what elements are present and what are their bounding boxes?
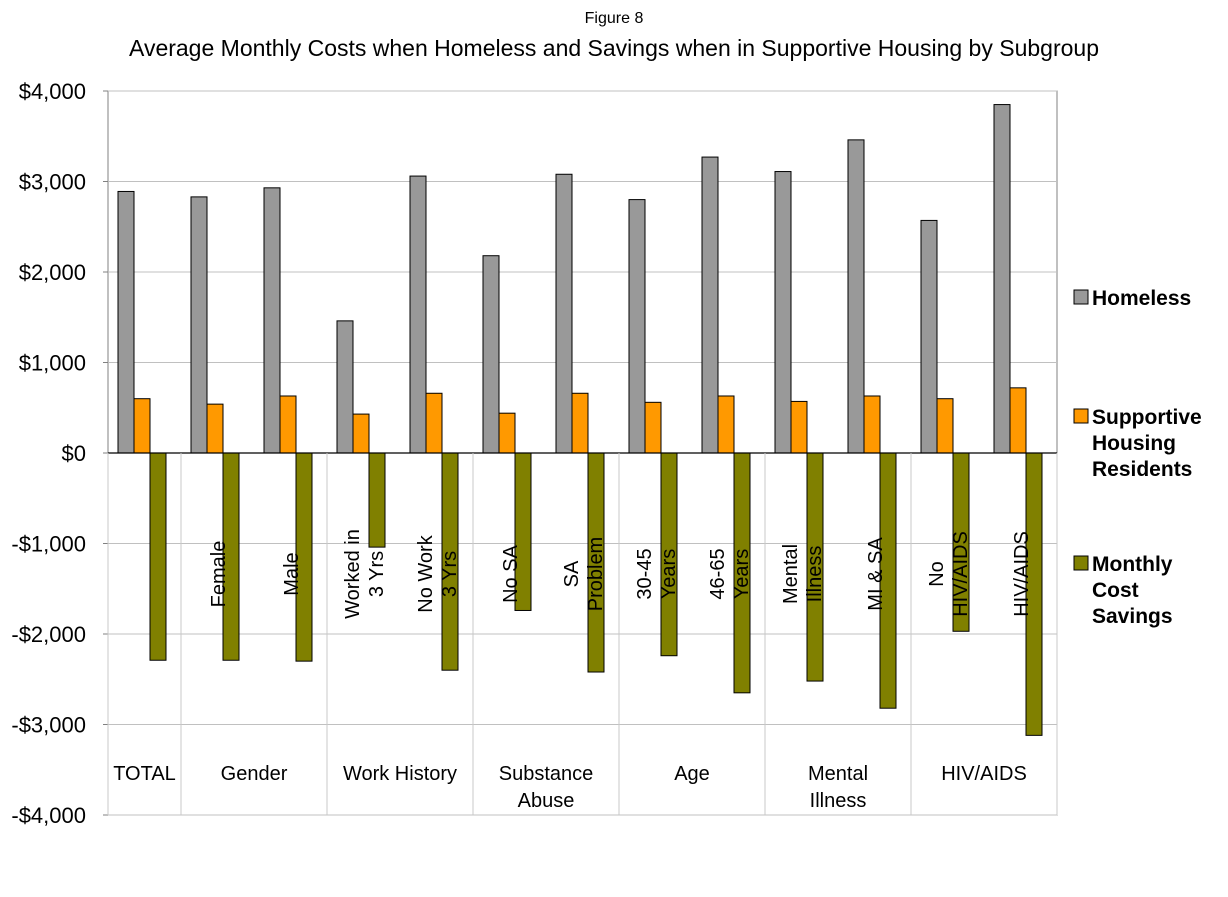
y-tick-label: $2,000 (19, 260, 86, 285)
legend-label: Cost (1092, 579, 1139, 602)
bar (190, 196, 208, 454)
y-tick-label: -$2,000 (11, 622, 86, 647)
legend: Homeless Supportive Housing Residents Monthl… (1073, 287, 1202, 628)
category-label: Male (281, 552, 303, 595)
category-label: MI & SA (865, 537, 887, 611)
bar (628, 199, 646, 454)
legend-label: Residents (1092, 458, 1192, 481)
bar (117, 190, 135, 454)
category-label: 3 Yrs (366, 551, 388, 597)
category-label: Years (731, 549, 753, 599)
group-label: Gender (221, 763, 288, 785)
bar (336, 320, 354, 454)
legend-label: Savings (1092, 605, 1173, 628)
bar (409, 175, 427, 454)
bar (790, 400, 808, 454)
legend-label: Supportive (1092, 406, 1202, 429)
bar (701, 156, 719, 454)
bar (368, 452, 386, 548)
group-label: Illness (810, 790, 867, 812)
bar (993, 104, 1011, 454)
bar (263, 187, 281, 454)
category-label: No (926, 561, 948, 587)
category-label: Mental (780, 544, 802, 604)
category-label: Worked in (342, 529, 364, 619)
legend-label: Homeless (1092, 287, 1191, 310)
chart-title: Average Monthly Costs when Homeless and … (129, 35, 1099, 61)
y-tick-label: $4,000 (19, 79, 86, 104)
y-tick-label: $0 (62, 441, 86, 466)
group-label: Age (674, 763, 710, 785)
bar (571, 392, 589, 454)
category-label: 30-45 (634, 548, 656, 599)
bar (717, 395, 735, 454)
legend-label: Monthly (1092, 553, 1173, 576)
bar (149, 452, 167, 661)
category-label: HIV/AIDS (950, 531, 972, 617)
figure-label: Figure 8 (585, 10, 644, 27)
bar (644, 401, 662, 454)
legend-label: Housing (1092, 432, 1176, 455)
group-label: TOTAL (113, 763, 176, 785)
plot-area: $4,000 $3,000 $2,000 $1,000 $0 -$1,000 -$2,000… (11, 79, 1058, 828)
bar (774, 171, 792, 454)
legend-swatch (1073, 555, 1089, 571)
bar (847, 139, 865, 454)
y-tick-label: -$1,000 (11, 532, 86, 557)
category-label: SA (561, 560, 583, 587)
legend-swatch (1073, 289, 1089, 305)
bar (279, 395, 297, 454)
legend-swatch (1073, 408, 1089, 424)
category-label: Problem (585, 537, 607, 611)
category-label: 46-65 (707, 548, 729, 599)
group-label: Mental (808, 763, 868, 785)
bar (482, 255, 500, 454)
bar (133, 398, 151, 454)
bar (920, 219, 938, 454)
category-label: Female (208, 541, 230, 608)
category-label: Illness (804, 546, 826, 603)
group-label: HIV/AIDS (941, 763, 1027, 785)
bar (206, 403, 224, 454)
y-tick-label: -$4,000 (11, 803, 86, 828)
category-label: HIV/AIDS (1011, 531, 1033, 617)
bar (352, 413, 370, 454)
bar (863, 395, 881, 454)
group-label: Substance (499, 763, 594, 785)
category-label: No SA (500, 544, 522, 602)
bar (936, 398, 954, 454)
bar (498, 412, 516, 454)
y-tick-label: $3,000 (19, 170, 86, 195)
category-label: 3 Yrs (439, 551, 461, 597)
y-tick-label: $1,000 (19, 351, 86, 376)
group-label: Abuse (518, 790, 575, 812)
group-label: Work History (343, 763, 457, 785)
y-tick-label: -$3,000 (11, 713, 86, 738)
category-label: No Work (415, 534, 437, 612)
category-label: Years (658, 549, 680, 599)
bar (555, 173, 573, 454)
bar (1009, 387, 1027, 454)
bar (425, 392, 443, 454)
